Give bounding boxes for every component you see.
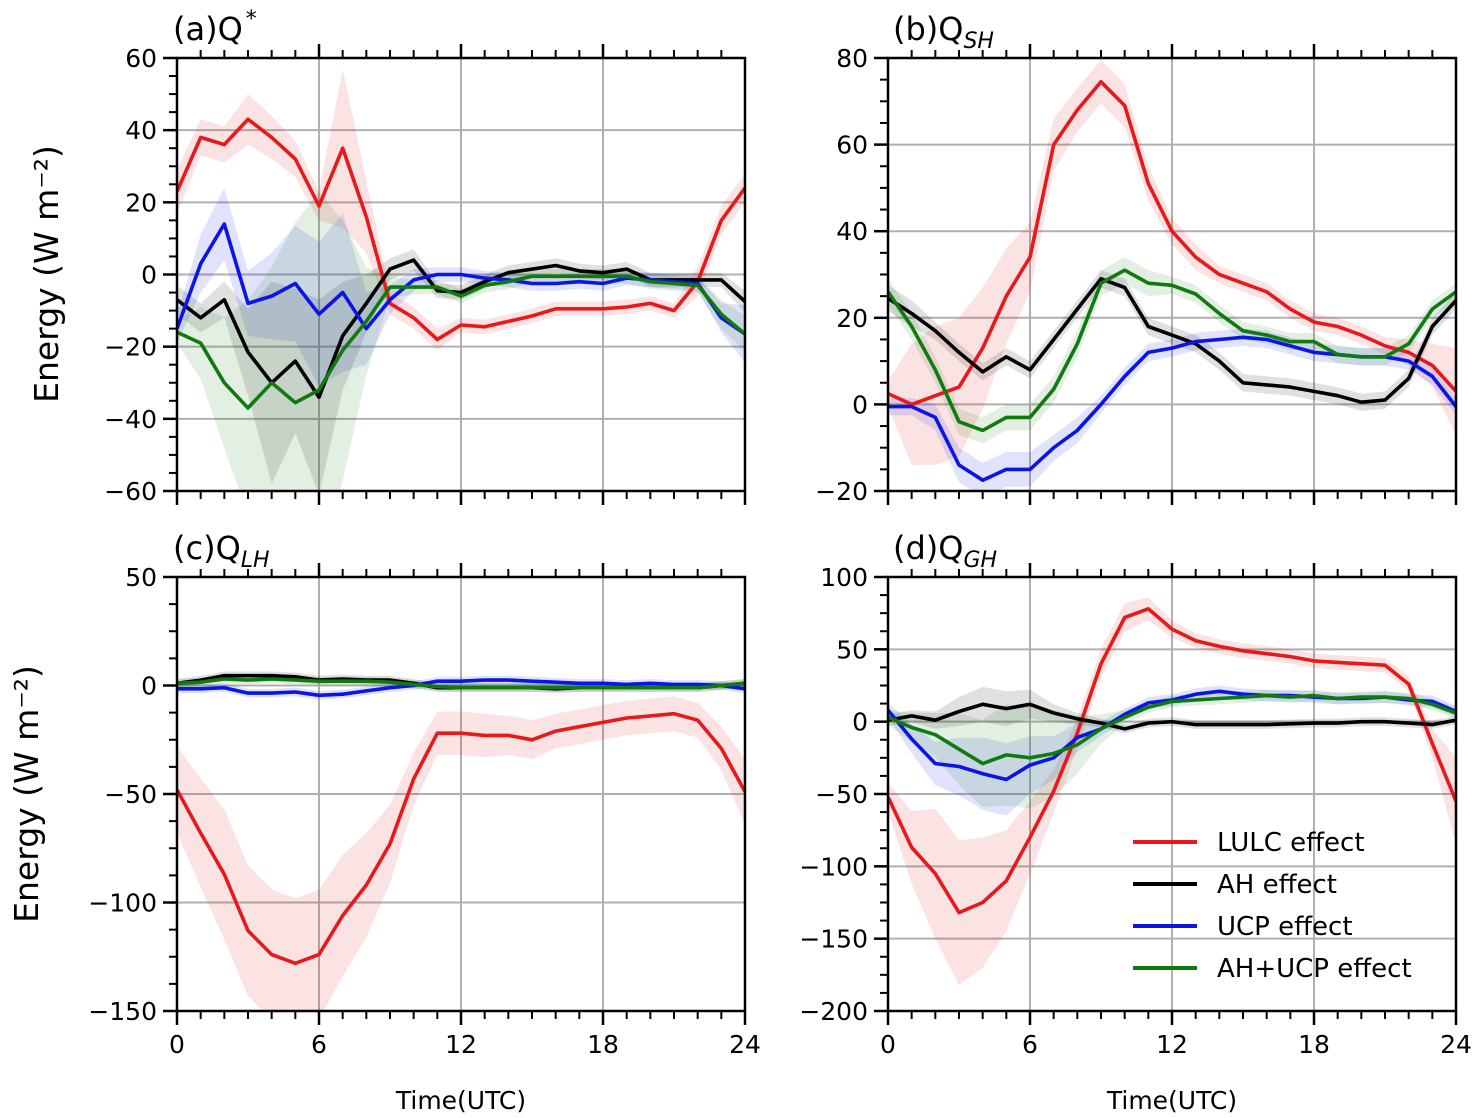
uncertainty-band-lulc-effect: [888, 597, 1456, 985]
y-tick-label: −150: [799, 925, 868, 954]
y-tick-label: −40: [104, 405, 157, 434]
x-axis-label: Time(UTC): [395, 1086, 526, 1115]
y-tick-label: −100: [88, 889, 157, 918]
panel-title-c: (c)QLH: [173, 529, 270, 573]
y-tick-label: 40: [125, 116, 157, 145]
panel-title-subscript: SH: [963, 29, 994, 54]
series-line-lulc-effect: [888, 80, 1456, 407]
uncertainty-band-ah-effect: [177, 249, 745, 491]
y-tick-label: 20: [125, 188, 157, 217]
panel-title-d: (d)QGH: [893, 529, 997, 573]
x-tick-label: 24: [729, 1030, 761, 1059]
series-line-ah-ucp-effect: [177, 274, 745, 410]
y-tick-label: 100: [820, 563, 868, 592]
y-tick-label: −50: [815, 780, 868, 809]
series-line-ah-ucp-effect: [888, 268, 1456, 433]
y-tick-label: 80: [836, 44, 868, 73]
series-line-ah-effect: [888, 702, 1456, 731]
y-tick-label: −200: [799, 997, 868, 1026]
series-line-lulc-effect: [177, 117, 745, 342]
plot-area-b: [888, 60, 1456, 491]
y-tick-label: 60: [125, 44, 157, 73]
y-tick-label: −20: [815, 477, 868, 506]
series-line-ah-ucp-effect: [888, 693, 1456, 766]
panel-title-main: (c)Q: [173, 529, 241, 567]
legend-label-ucp-effect: UCP effect: [1217, 912, 1353, 942]
y-tick-label: −150: [88, 997, 157, 1026]
series-line-lulc-effect: [888, 606, 1456, 915]
x-tick-label: 18: [587, 1030, 619, 1059]
panel-title-b: (b)QSH: [893, 10, 994, 54]
legend-label-ah-effect: AH effect: [1217, 870, 1337, 900]
y-tick-label: 0: [852, 390, 868, 419]
y-tick-label: −60: [104, 477, 157, 506]
uncertainty-band-ah-ucp-effect: [177, 191, 745, 491]
x-tick-label: 0: [169, 1030, 185, 1059]
x-axis-label: Time(UTC): [1106, 1086, 1237, 1115]
y-tick-label: 40: [836, 217, 868, 246]
panel-title-main: (b)Q: [893, 10, 963, 48]
legend-label-lulc-effect: LULC effect: [1217, 828, 1365, 858]
legend-label-ah-ucp-effect: AH+UCP effect: [1217, 954, 1412, 984]
uncertainty-band-ucp-effect: [888, 685, 1456, 816]
uncertainty-band-ucp-effect: [177, 187, 745, 387]
y-tick-label: 0: [852, 708, 868, 737]
x-tick-label: 12: [445, 1030, 477, 1059]
series-line-lulc-effect: [177, 711, 745, 966]
panel-a: −60 −40 −20 0 20 40 60 (a)Q *: [104, 7, 747, 506]
panel-title-subscript: GH: [963, 548, 997, 573]
plot-area-d: [888, 597, 1456, 985]
x-tick-label: 24: [1440, 1030, 1472, 1059]
ylabel-bottom: Energy (W m⁻²): [7, 665, 46, 923]
panel-title-main: (a)Q: [173, 10, 243, 48]
panel-title-a: (a)Q *: [173, 7, 257, 48]
uncertainty-band-lulc-effect: [888, 60, 1456, 465]
uncertainty-band-ah-ucp-effect: [888, 689, 1456, 809]
plot-area-a: [177, 68, 745, 491]
x-tick-label: 0: [880, 1030, 896, 1059]
uncertainty-band-ah-ucp-effect: [888, 257, 1456, 444]
x-tick-label: 6: [1022, 1030, 1038, 1059]
y-tick-label: 50: [836, 635, 868, 664]
ylabel-top: Energy (W m⁻²): [27, 145, 66, 403]
legend: LULC effect AH effect UCP effect AH+UCP eff…: [1133, 828, 1412, 984]
y-tick-label: −100: [799, 852, 868, 881]
y-tick-label: 0: [141, 672, 157, 701]
panel-title-main: (d)Q: [893, 529, 963, 567]
panel-d: 0 6 12 18 24 −200 −150 −100 −50 0 50 100 Time(UTC) (d…: [799, 529, 1472, 1115]
series-line-ah-effect: [888, 276, 1456, 405]
x-tick-label: 12: [1156, 1030, 1188, 1059]
x-tick-label: 6: [311, 1030, 327, 1059]
plot-area-c: [177, 671, 745, 1011]
series-line-ucp-effect: [177, 678, 745, 698]
y-tick-label: 60: [836, 131, 868, 160]
panel-title-superscript: *: [246, 7, 257, 32]
uncertainty-band-lulc-effect: [177, 696, 745, 1011]
x-tick-label: 18: [1298, 1030, 1330, 1059]
panel-b: −20 0 20 40 60 80 (b)QSH: [815, 10, 1458, 506]
y-tick-label: −50: [104, 780, 157, 809]
uncertainty-band-ah-effect: [888, 270, 1456, 411]
y-tick-label: −20: [104, 333, 157, 362]
y-tick-label: 50: [125, 563, 157, 592]
panel-title-subscript: LH: [241, 548, 270, 573]
series-line-ah-ucp-effect: [177, 677, 745, 690]
y-tick-label: 0: [141, 261, 157, 290]
y-tick-label: 20: [836, 304, 868, 333]
panel-c: 0 6 12 18 24 −150 −100 −50 0 50 Time(UTC) (c)QLH: [88, 529, 761, 1115]
